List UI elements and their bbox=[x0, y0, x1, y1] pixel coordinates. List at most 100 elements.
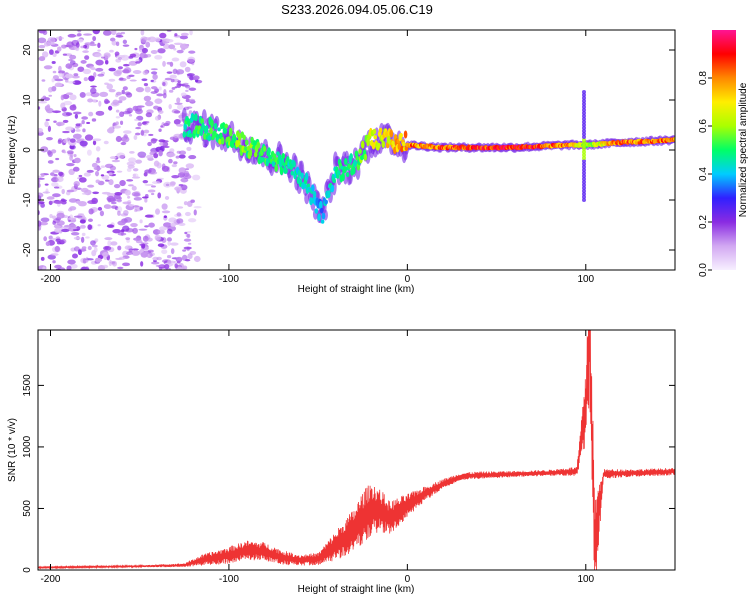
spectrogram-noise-blob bbox=[38, 44, 46, 49]
spectrogram-noise-blob bbox=[81, 116, 89, 120]
spectrogram-noise-blob bbox=[141, 47, 148, 54]
spectrogram-noise-blob bbox=[113, 125, 122, 129]
y-tick-label: 10 bbox=[22, 94, 33, 106]
spectrogram-ridge-cell bbox=[354, 150, 359, 158]
spectrogram-ridge-cell bbox=[290, 170, 295, 176]
spectrogram-streak-cell bbox=[582, 180, 586, 184]
spectrogram-noise-blob bbox=[58, 72, 64, 78]
y-tick-label: 1000 bbox=[22, 435, 33, 458]
spectrogram-noise-blob bbox=[87, 245, 92, 251]
spectrogram-streak-cell bbox=[582, 96, 586, 100]
spectrogram-noise-blob bbox=[111, 159, 121, 163]
x-tick-label: 0 bbox=[405, 574, 411, 585]
spectrogram-noise-blob bbox=[73, 153, 77, 158]
spectrogram-ridge-cell bbox=[363, 153, 368, 161]
colorbar-label: Normalized spectral amplitude bbox=[738, 82, 749, 217]
spectrogram-noise-blob bbox=[69, 104, 77, 111]
spectrogram-noise-blob bbox=[184, 231, 188, 235]
spectrogram-noise-blob bbox=[177, 80, 181, 84]
spectrogram-streak-cell bbox=[582, 93, 586, 97]
spectrogram-noise-blob bbox=[140, 251, 148, 258]
spectrogram-noise-blob bbox=[176, 218, 184, 224]
spectrogram-noise-blob bbox=[173, 118, 181, 125]
spectrogram-noise-blob bbox=[44, 120, 49, 128]
spectrogram-ridge-cell bbox=[297, 170, 302, 177]
spectrogram-noise-blob bbox=[186, 230, 192, 234]
spectrogram-noise-blob bbox=[170, 242, 179, 246]
spectrogram-noise-blob bbox=[55, 157, 60, 161]
spectrogram-noise-blob bbox=[176, 256, 183, 261]
spectrogram-noise-blob bbox=[136, 105, 145, 108]
spectrogram-noise-blob bbox=[166, 255, 172, 259]
spectrogram-noise-blob bbox=[147, 36, 157, 43]
spectrogram-noise-blob bbox=[154, 235, 159, 241]
spectrogram-noise-blob bbox=[163, 181, 172, 188]
spectrogram-ridge-cell bbox=[221, 122, 226, 129]
spectrogram-noise-blob bbox=[69, 138, 76, 143]
spectrogram-noise-blob bbox=[128, 203, 135, 207]
spectrogram-noise-blob bbox=[45, 118, 50, 122]
spectrogram-noise-blob bbox=[115, 135, 122, 143]
spectrogram-noise-blob bbox=[144, 225, 149, 228]
spectrogram-noise-blob bbox=[52, 260, 56, 264]
spectrogram-ridge-cell bbox=[319, 207, 324, 214]
spectrogram-ridge-cell bbox=[256, 141, 261, 149]
spectrogram-noise-blob bbox=[148, 133, 154, 137]
spectrogram-noise-blob bbox=[180, 177, 189, 183]
spectrogram-noise-blob bbox=[188, 98, 196, 103]
spectrogram-noise-blob bbox=[51, 78, 55, 83]
spectrogram-noise-blob bbox=[92, 140, 97, 146]
spectrogram-noise-blob bbox=[69, 60, 76, 65]
spectrogram-noise-blob bbox=[158, 110, 164, 115]
spectrogram-noise-blob bbox=[73, 73, 79, 77]
spectrogram-ridge-cell bbox=[223, 128, 228, 134]
spectrogram-streak-cell bbox=[582, 186, 586, 190]
spectrogram-noise-blob bbox=[176, 97, 181, 104]
spectrogram-noise-blob bbox=[145, 100, 154, 107]
spectrogram-noise-blob bbox=[188, 50, 196, 54]
x-tick-label: -200 bbox=[40, 274, 60, 285]
spectrogram-noise-blob bbox=[118, 77, 127, 82]
spectrogram-noise-blob bbox=[47, 37, 56, 44]
spectrogram-y-label: Frequency (Hz) bbox=[7, 116, 18, 185]
spectrogram-noise-blob bbox=[187, 218, 197, 223]
spectrogram-noise-blob bbox=[65, 73, 74, 79]
spectrogram-noise-blob bbox=[49, 49, 54, 55]
spectrogram-noise-blob bbox=[78, 177, 87, 183]
spectrogram-noise-blob bbox=[92, 191, 100, 195]
spectrogram-noise-blob bbox=[148, 222, 155, 228]
spectrogram-noise-blob bbox=[178, 154, 186, 159]
spectrogram-ridge-cell bbox=[271, 160, 276, 168]
spectrogram-noise-blob bbox=[178, 222, 186, 226]
spectrogram-noise-blob bbox=[88, 208, 94, 215]
spectrogram-noise-blob bbox=[131, 185, 137, 191]
spectrogram-noise-blob bbox=[178, 167, 187, 174]
spectrogram-noise-blob bbox=[158, 139, 166, 143]
spectrogram-noise-blob bbox=[104, 237, 113, 241]
spectrogram-noise-blob bbox=[110, 201, 117, 205]
spectrogram-noise-blob bbox=[78, 201, 87, 207]
spectrogram-noise-blob bbox=[62, 130, 70, 134]
spectrogram-noise-blob bbox=[56, 212, 65, 219]
spectrogram-noise-blob bbox=[74, 113, 79, 119]
spectrogram-noise-blob bbox=[40, 217, 50, 223]
spectrogram-noise-blob bbox=[75, 129, 81, 132]
spectrogram-noise-blob bbox=[178, 150, 187, 155]
snr-frame bbox=[37, 329, 676, 571]
spectrogram-noise-blob bbox=[66, 92, 73, 96]
spectrogram-streak-cell bbox=[582, 147, 586, 151]
spectrogram-noise-blob bbox=[114, 51, 120, 57]
spectrogram-ridge-cell bbox=[366, 137, 370, 147]
spectrogram-noise-blob bbox=[83, 33, 92, 36]
spectrogram-noise-blob bbox=[186, 73, 195, 77]
spectrogram-noise-blob bbox=[122, 39, 128, 45]
spectrogram-noise-blob bbox=[52, 110, 61, 114]
spectrogram-noise-blob bbox=[179, 43, 189, 50]
spectrogram-ridge-cell bbox=[320, 219, 325, 224]
spectrogram-noise-blob bbox=[151, 180, 161, 185]
spectrogram-noise-blob bbox=[77, 30, 82, 33]
spectrogram-noise-blob bbox=[187, 242, 192, 245]
spectrogram-noise-blob bbox=[171, 57, 180, 62]
spectrogram-noise-blob bbox=[124, 91, 131, 96]
